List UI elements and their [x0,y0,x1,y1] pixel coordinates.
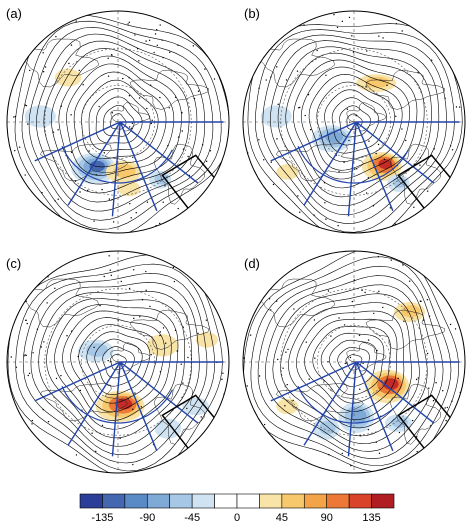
map-rim [242,10,466,234]
colorbar-swatch [79,493,103,509]
polar-map-panel: (b) [242,6,466,234]
panel-label: (a) [6,6,22,21]
colorbar-tick-label: -90 [139,512,155,524]
positive-anomaly-shading [195,332,218,348]
negative-anomaly-shading [182,397,210,416]
positive-anomaly-shading [276,398,299,415]
negative-anomaly-shading [392,176,407,188]
map-content [243,11,465,233]
coastlines [14,38,210,205]
negative-anomaly-shading [350,408,367,423]
negative-anomaly-shading [89,160,105,172]
colorbar-tick-label: 0 [234,512,240,524]
colorbar-swatch [214,493,238,509]
polar-map-panel: (c) [6,250,230,474]
colorbar-swatch [371,493,395,509]
map-rim [6,250,230,474]
colorbar-swatch [303,493,328,509]
map-content [243,251,465,473]
colorbar-tick-label: 135 [362,512,380,524]
map-rim [6,10,230,234]
polar-map-panel: (a) [6,6,230,234]
positive-anomaly-shading [383,378,399,390]
panel-label: (c) [6,256,21,271]
panel-label: (b) [244,6,260,21]
colorbar-swatch [281,493,305,509]
colorbar: -135 -90 -45 0 45 90 135 [79,493,395,524]
map-content [7,11,229,233]
colorbar-swatch [259,493,283,509]
sector-boundaries [270,121,460,217]
positive-anomaly-shading [118,180,141,197]
sector-boundaries [270,361,460,457]
colorbar-swatch [146,493,171,509]
colorbar-tick-label: -45 [184,512,200,524]
positive-anomaly-shading [113,164,136,178]
colorbar-swatch [124,493,148,509]
positive-anomaly-shading [54,68,82,87]
map-content [7,251,229,473]
colorbar-tick-label: 45 [276,512,288,524]
map-rim [242,250,466,474]
colorbar-swatch [191,493,215,509]
colorbar-swatch [326,493,350,509]
positive-anomaly-shading [378,158,393,170]
panels-group: (a) (b) (c) (d) [6,6,466,474]
negative-anomaly-shading [260,105,292,128]
colorbar-swatch [169,493,193,509]
colorbar-swatch [348,493,372,509]
panel-label: (d) [244,256,260,271]
colorbar-swatch [236,493,260,509]
positive-anomaly-shading [115,398,133,410]
sector-boundaries [34,361,224,457]
positive-anomaly-shading [146,334,178,357]
colorbar-swatch [102,493,126,509]
sector-boundaries [34,121,224,217]
colorbar-tick-label: 90 [321,512,333,524]
polar-map-panel: (d) [242,250,466,474]
colorbar-tick-label: -135 [91,512,113,524]
